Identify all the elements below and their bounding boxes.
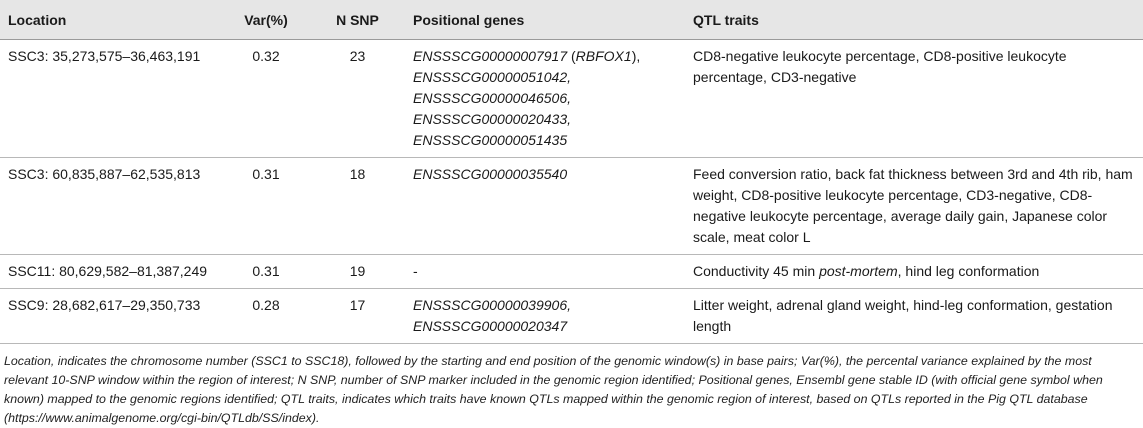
table-row: SSC3: 60,835,887–62,535,813 0.31 18 ENSS… [0, 157, 1143, 255]
header-location: Location [0, 0, 222, 40]
cell-nsnp: 17 [310, 288, 405, 344]
cell-positional-genes: ENSSSCG00000007917 (RBFOX1), ENSSSCG0000… [405, 39, 685, 158]
table-header-row: Location Var(%) N SNP Positional genes Q… [0, 0, 1143, 40]
cell-nsnp: 18 [310, 157, 405, 255]
header-qtl-traits: QTL traits [685, 0, 1143, 40]
cell-location: SSC11: 80,629,582–81,387,249 [0, 254, 222, 289]
cell-nsnp: 19 [310, 254, 405, 289]
header-var: Var(%) [222, 0, 310, 40]
table-footnote: Location, indicates the chromosome numbe… [4, 354, 1103, 425]
cell-qtl-traits: CD8-negative leukocyte percentage, CD8-p… [685, 39, 1143, 158]
cell-positional-genes: ENSSSCG00000039906, ENSSSCG00000020347 [405, 288, 685, 344]
gene-id: ENSSSCG00000051042, [413, 69, 571, 85]
gene-id: ENSSSCG00000007917 (RBFOX1), [413, 48, 641, 64]
table-row: SSC9: 28,682,617–29,350,733 0.28 17 ENSS… [0, 288, 1143, 344]
cell-location: SSC3: 35,273,575–36,463,191 [0, 39, 222, 158]
gene-id: ENSSSCG00000051435 [413, 132, 568, 148]
cell-positional-genes: ENSSSCG00000035540 [405, 157, 685, 255]
cell-var: 0.31 [222, 254, 310, 289]
table-row: SSC3: 35,273,575–36,463,191 0.32 23 ENSS… [0, 39, 1143, 158]
gene-id: ENSSSCG00000020433, [413, 111, 571, 127]
gene-id: ENSSSCG00000039906, [413, 297, 571, 313]
table-row: SSC11: 80,629,582–81,387,249 0.31 19 - C… [0, 254, 1143, 289]
cell-nsnp: 23 [310, 39, 405, 158]
cell-positional-genes: - [405, 254, 685, 289]
gene-id: ENSSSCG00000035540 [413, 166, 568, 182]
cell-qtl-traits: Conductivity 45 min post-mortem, hind le… [685, 254, 1143, 289]
cell-location: SSC3: 60,835,887–62,535,813 [0, 157, 222, 255]
cell-qtl-traits: Feed conversion ratio, back fat thicknes… [685, 157, 1143, 255]
header-positional-genes: Positional genes [405, 0, 685, 40]
cell-var: 0.32 [222, 39, 310, 158]
header-nsnp: N SNP [310, 0, 405, 40]
cell-qtl-traits: Litter weight, adrenal gland weight, hin… [685, 288, 1143, 344]
gene-id: ENSSSCG00000046506, [413, 90, 571, 106]
cell-location: SSC9: 28,682,617–29,350,733 [0, 288, 222, 344]
qtl-table: Location Var(%) N SNP Positional genes Q… [0, 0, 1143, 344]
cell-var: 0.31 [222, 157, 310, 255]
cell-var: 0.28 [222, 288, 310, 344]
gene-id: ENSSSCG00000020347 [413, 318, 568, 334]
